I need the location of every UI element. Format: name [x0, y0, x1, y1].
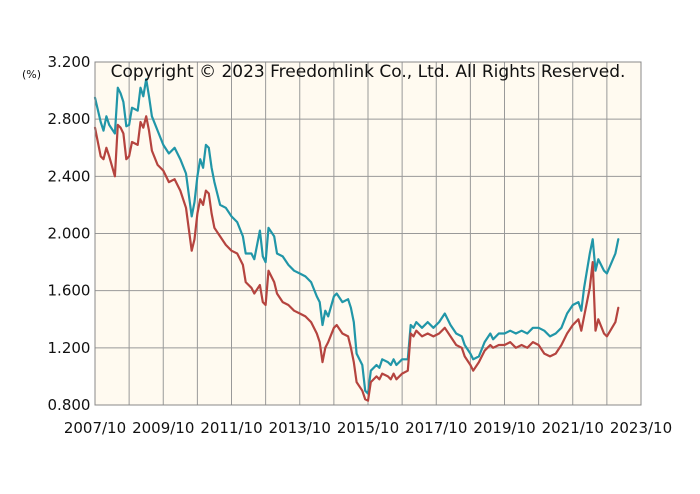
x-tick-label: 2017/10	[405, 419, 467, 437]
x-tick-label: 2009/10	[132, 419, 194, 437]
x-tick-label: 2015/10	[337, 419, 399, 437]
y-axis-unit-label: (%)	[22, 68, 41, 81]
x-tick-label: 2007/10	[64, 419, 126, 437]
copyright-watermark: Copyright © 2023 Freedomlink Co., Ltd. A…	[111, 62, 626, 82]
x-tick-label: 2019/10	[473, 419, 535, 437]
y-tick-label: 0.800	[48, 396, 91, 414]
plot-frame	[94, 61, 642, 406]
x-axis-ticks: 2007/10 2009/10 2011/10 2013/10 2015/10 2017/…	[64, 419, 672, 437]
series-layer	[93, 78, 620, 402]
series-line-1	[93, 78, 620, 395]
y-tick-label: 2.000	[48, 225, 91, 243]
grid	[95, 62, 641, 405]
y-tick-label: 3.200	[48, 53, 91, 71]
series-line-2	[93, 115, 620, 402]
x-tick-label: 2021/10	[542, 419, 604, 437]
y-tick-label: 1.600	[48, 282, 91, 300]
x-tick-label: 2013/10	[269, 419, 331, 437]
y-tick-label: 2.400	[48, 167, 91, 185]
x-tick-label: 2011/10	[200, 419, 262, 437]
y-axis-ticks: 3.200 2.800 2.400 2.000 1.600 1.200 0.800	[48, 53, 91, 414]
x-tick-label: 2023/10	[610, 419, 672, 437]
y-tick-label: 1.200	[48, 339, 91, 357]
y-tick-label: 2.800	[48, 110, 91, 128]
